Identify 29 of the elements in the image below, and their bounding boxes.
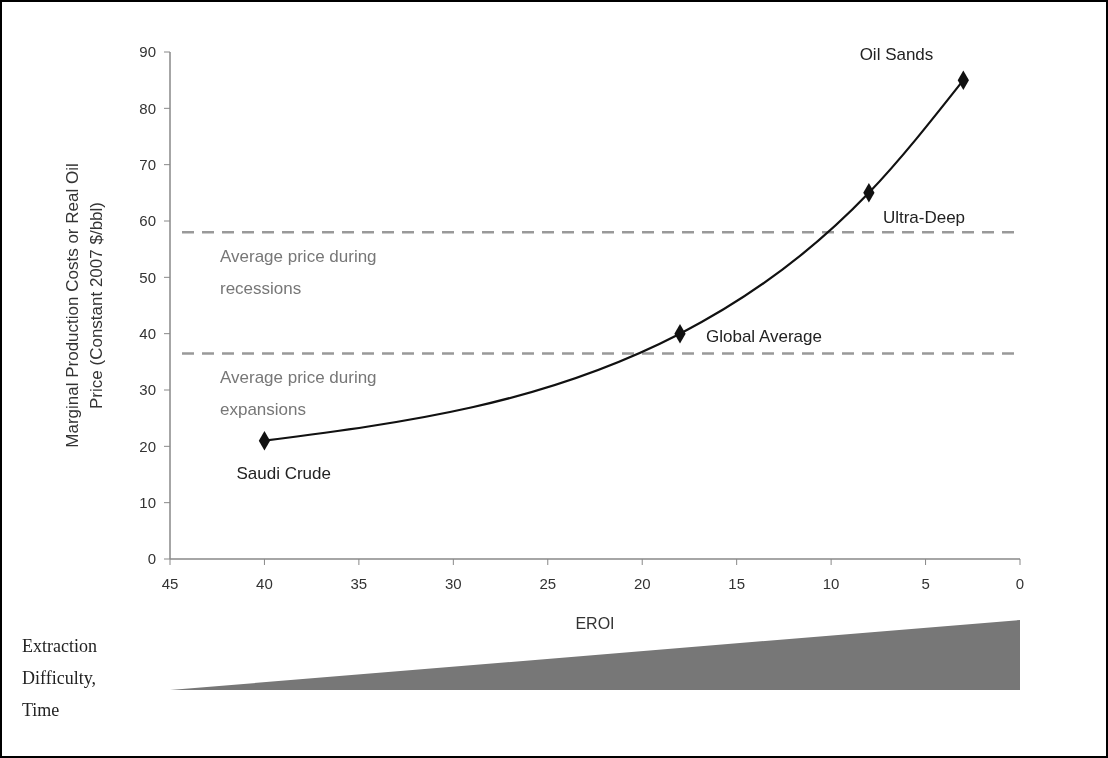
y-tick-label: 70 <box>139 155 156 173</box>
x-tick-label: 25 <box>539 575 557 592</box>
x-tick-label: 10 <box>822 575 840 592</box>
y-tick-label: 30 <box>139 381 156 399</box>
annotation: Saudi Crude <box>236 463 331 483</box>
y-tick-label: 50 <box>139 268 156 286</box>
y-axis-title: Marginal Production Costs or Real Oil Price (Constant 2007 $/bbl) <box>63 163 106 448</box>
x-tick-label: 35 <box>350 575 368 592</box>
text: Extraction Difficulty, Time <box>22 636 97 720</box>
x-tick-label: 5 <box>921 575 930 592</box>
x-tick-label: 0 <box>1015 575 1025 592</box>
y-tick-label: 60 <box>139 212 156 230</box>
y-tick-label: 40 <box>139 324 156 342</box>
y-tick-label: 20 <box>139 437 156 455</box>
x-tick-label: 30 <box>444 575 462 592</box>
ref-line-label: Average price during expansions <box>220 368 377 420</box>
y-tick-label: 80 <box>139 99 156 117</box>
annotation: Ultra-Deep <box>882 207 966 227</box>
x-tick-label: 45 <box>161 575 179 592</box>
x-axis-title: EROI <box>575 615 615 632</box>
x-tick-label: 15 <box>728 575 746 592</box>
y-tick-label: 90 <box>139 43 156 61</box>
x-tick-label: 20 <box>633 575 651 592</box>
x-tick-label: 40 <box>256 575 273 592</box>
ref-line-label: Average price during recessions <box>220 247 377 299</box>
annotation: Global Average <box>706 326 822 346</box>
y-tick-label: 0 <box>147 550 156 568</box>
annotation: Oil Sands <box>859 45 934 65</box>
y-tick-label: 10 <box>139 493 156 511</box>
